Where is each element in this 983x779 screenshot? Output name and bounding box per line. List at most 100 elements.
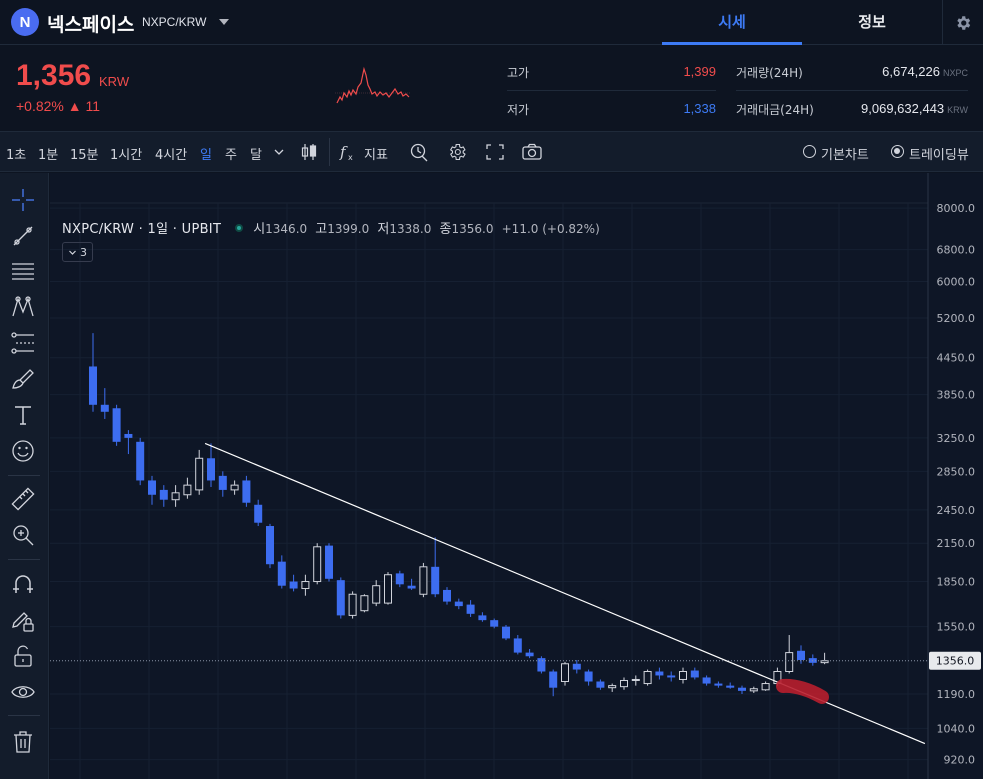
chevron-down-icon[interactable] [216,14,232,30]
brush-icon[interactable] [10,366,36,392]
magnet-icon[interactable] [10,571,36,597]
interval-1s[interactable]: 1초 [6,148,27,163]
price-change: +0.82% ▲ 11 [16,98,100,114]
interval-1w[interactable]: 주 [225,148,237,163]
chart-area[interactable]: 8000.0 6800.0 6000.0 5200.0 4450.0 3850.0 3250… [50,173,983,779]
candle-body [171,492,180,501]
turnover-value: 9,069,632,443 KRW [820,101,968,116]
candle-body [749,688,758,692]
candle-body [183,484,192,496]
lock-draw-icon[interactable] [10,607,36,633]
chart-legend: NXPC/KRW · 1일 · UPBIT 시1346.0 고1399.0 저13… [62,218,604,237]
low-value: 1,338 [683,101,716,116]
volume-unit: NXPC [942,68,968,78]
fib-icon[interactable] [10,259,36,285]
candle-body [726,685,735,688]
chart-mode-basic-radio[interactable] [803,145,816,158]
volume-label: 거래량(24H) [736,66,803,80]
candle-body [679,671,687,680]
gear-icon [957,15,971,30]
candle-style-icon[interactable] [298,142,320,162]
ruler-icon[interactable] [10,486,36,512]
coin-name[interactable]: 넥스페이스 [47,14,135,36]
emoji-icon[interactable] [10,438,36,464]
lock-icon[interactable] [10,643,36,669]
camera-icon[interactable] [521,142,543,162]
chart-mode-basic-label[interactable]: 기본차트 [821,148,869,163]
price-tick-label: 3850.0 [937,389,976,402]
legend-close-label: 종 [439,222,452,237]
indicator-collapse-toggle[interactable]: 3 [62,242,93,262]
candle-body [643,671,652,685]
interval-1m[interactable]: 1분 [38,148,59,163]
tab-price[interactable]: 시세 [662,0,802,45]
interval-1mo[interactable]: 달 [250,148,262,163]
interval-4h[interactable]: 4시간 [155,148,188,163]
candle-body [112,408,121,442]
tab-info[interactable]: 정보 [858,13,886,31]
candle-body [513,638,522,653]
candle-body [148,480,156,495]
chart-mode-tradingview-radio[interactable] [891,145,904,158]
candle-body [207,458,215,481]
price-tick-label: 920.0 [944,754,976,767]
candle-body [785,652,794,673]
chevron-down-icon[interactable] [272,142,286,162]
candle-body [431,566,440,595]
text-icon[interactable] [10,402,36,428]
candle-body [266,526,274,565]
chart-grid [50,173,983,779]
alert-icon[interactable] [408,142,430,162]
candle-body [242,480,251,503]
trendline-icon[interactable] [10,223,36,249]
candle-body [159,489,168,500]
candle-body [313,546,322,583]
price-tick-label: 3250.0 [937,432,976,445]
coin-logo: N [11,8,39,36]
interval-1d[interactable]: 일 [200,148,212,163]
price-tick-label: 1550.0 [937,621,976,634]
candle-body [584,671,593,682]
candlestick-chart[interactable]: 8000.0 6800.0 6000.0 5200.0 4450.0 3850.0 3250… [50,173,983,779]
legend-high: 1399.0 [327,222,370,236]
interval-1h[interactable]: 1시간 [110,148,143,163]
price-sparkline [335,66,411,104]
fullscreen-icon[interactable] [484,142,506,162]
turnover-label: 거래대금(24H) [736,103,814,117]
candle-body [631,678,640,681]
volume-value: 6,674,226 NXPC [820,64,968,79]
candle-body [454,601,463,607]
candle-body [218,475,227,490]
trash-icon[interactable] [10,729,36,755]
zoom-icon[interactable] [10,522,36,548]
candle-body [195,457,204,491]
legend-low-label: 저 [377,222,390,237]
price-tick-label: 2850.0 [937,465,976,478]
candle-body [667,675,676,678]
candle-body [761,683,770,691]
change-percent: +0.82% [16,98,64,114]
candle-body [419,566,428,595]
projection-icon[interactable] [10,330,36,356]
pair-code[interactable]: NXPC/KRW [142,15,207,29]
candle-body [360,595,369,612]
candle-body [797,650,805,660]
indicator-button[interactable]: 지표 [364,148,388,163]
gear-icon[interactable] [446,142,468,162]
crosshair-icon[interactable] [10,187,36,213]
candle-body [372,585,381,604]
candle-body [230,484,239,491]
chart-mode-tradingview-label[interactable]: 트레이딩뷰 [909,148,969,163]
settings-button[interactable] [942,0,983,45]
interval-15m[interactable]: 15분 [70,148,99,163]
legend-change: +11.0 (+0.82%) [501,222,600,236]
low-label: 저가 [507,103,530,117]
eye-icon[interactable] [10,679,36,705]
pattern-icon[interactable] [10,294,36,320]
price-tick-label: 2150.0 [937,537,976,550]
drawing-toolbar [0,173,49,779]
legend-high-label: 고 [315,222,328,237]
last-price-badge [929,651,981,670]
candle-body [714,683,723,686]
